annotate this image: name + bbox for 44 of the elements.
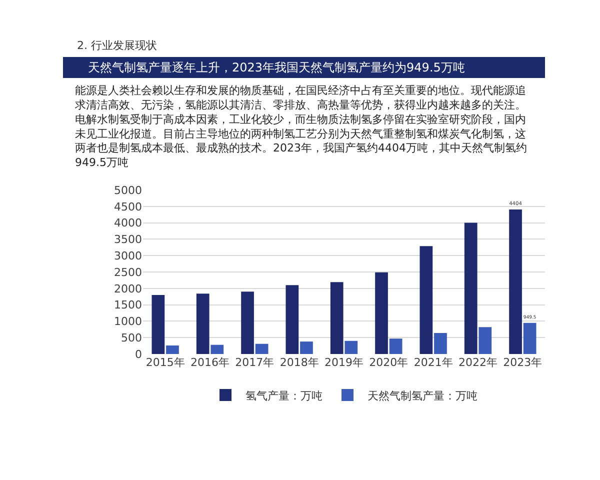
text: 电解水制氢受制于高成本因素，工业化较少，而生物质法制氢多停留在实验室研究阶段，国内未见工业化报道。目前占主导地位的两种制氢工艺分别为天然气重整制氢和煤炭气化制氢，这两者也是制氢成本最低、最成熟的技术。2023年，我国产氢约4404万吨，其中天然气制氢约949.5万吨 (75, 113, 527, 169)
y-tick-label: 2500 (114, 266, 142, 279)
x-tick-label: 2017年 (235, 356, 274, 369)
bar (464, 222, 478, 354)
bar (241, 292, 254, 354)
bar (420, 246, 433, 354)
bar (330, 282, 344, 354)
text: 2. 行业发展现状 (77, 39, 157, 52)
chart-title: 天然气制氢产量逐年上升，2023年我国天然气制氢产量约为949.5万吨 (88, 60, 465, 75)
text: 能源是人类社会赖以生存和发展的物质基础，在国民经济中占有至关重要的地位。现代能源追求清洁高效、无污染，氢能源以其清洁、零排放、高热量等优势，获得业内越来越多的关注。 (75, 84, 526, 112)
x-tick-label: 2023年 (503, 356, 542, 369)
bar (434, 333, 447, 354)
bar (152, 294, 165, 354)
x-tick-label: 2022年 (458, 356, 498, 369)
bar (210, 344, 224, 354)
y-tick-label: 0 (135, 348, 142, 361)
legend-label: 天然气制氢产量：万吨 (368, 389, 478, 402)
bar (255, 344, 268, 354)
y-tick-label: 500 (121, 331, 142, 344)
x-tick-label: 2020年 (369, 356, 408, 369)
y-tick-label: 2000 (114, 282, 142, 296)
y-tick-label: 4500 (114, 200, 142, 214)
x-tick-label: 2015年 (146, 356, 185, 369)
x-tick-label: 2018年 (280, 356, 319, 369)
y-tick-label: 1000 (114, 315, 142, 328)
bar (389, 338, 402, 354)
y-tick-label: 4000 (114, 216, 142, 230)
x-tick-label: 2016年 (190, 356, 230, 369)
y-tick-label: 3500 (114, 233, 142, 246)
bar (300, 342, 313, 354)
legend-label: 氢气产量：万吨 (246, 389, 322, 402)
y-tick-label: 5000 (114, 184, 142, 197)
x-tick-label: 2021年 (414, 356, 453, 369)
y-tick-label: 3000 (114, 249, 142, 262)
bar (478, 327, 492, 354)
x-tick-label: 2019年 (324, 356, 364, 369)
bar (375, 272, 388, 354)
bar (286, 285, 299, 354)
bar (166, 345, 179, 354)
bar (196, 294, 210, 354)
y-tick-label: 1500 (114, 298, 142, 312)
bar (509, 210, 522, 354)
bar (344, 340, 358, 354)
bar (523, 322, 536, 354)
